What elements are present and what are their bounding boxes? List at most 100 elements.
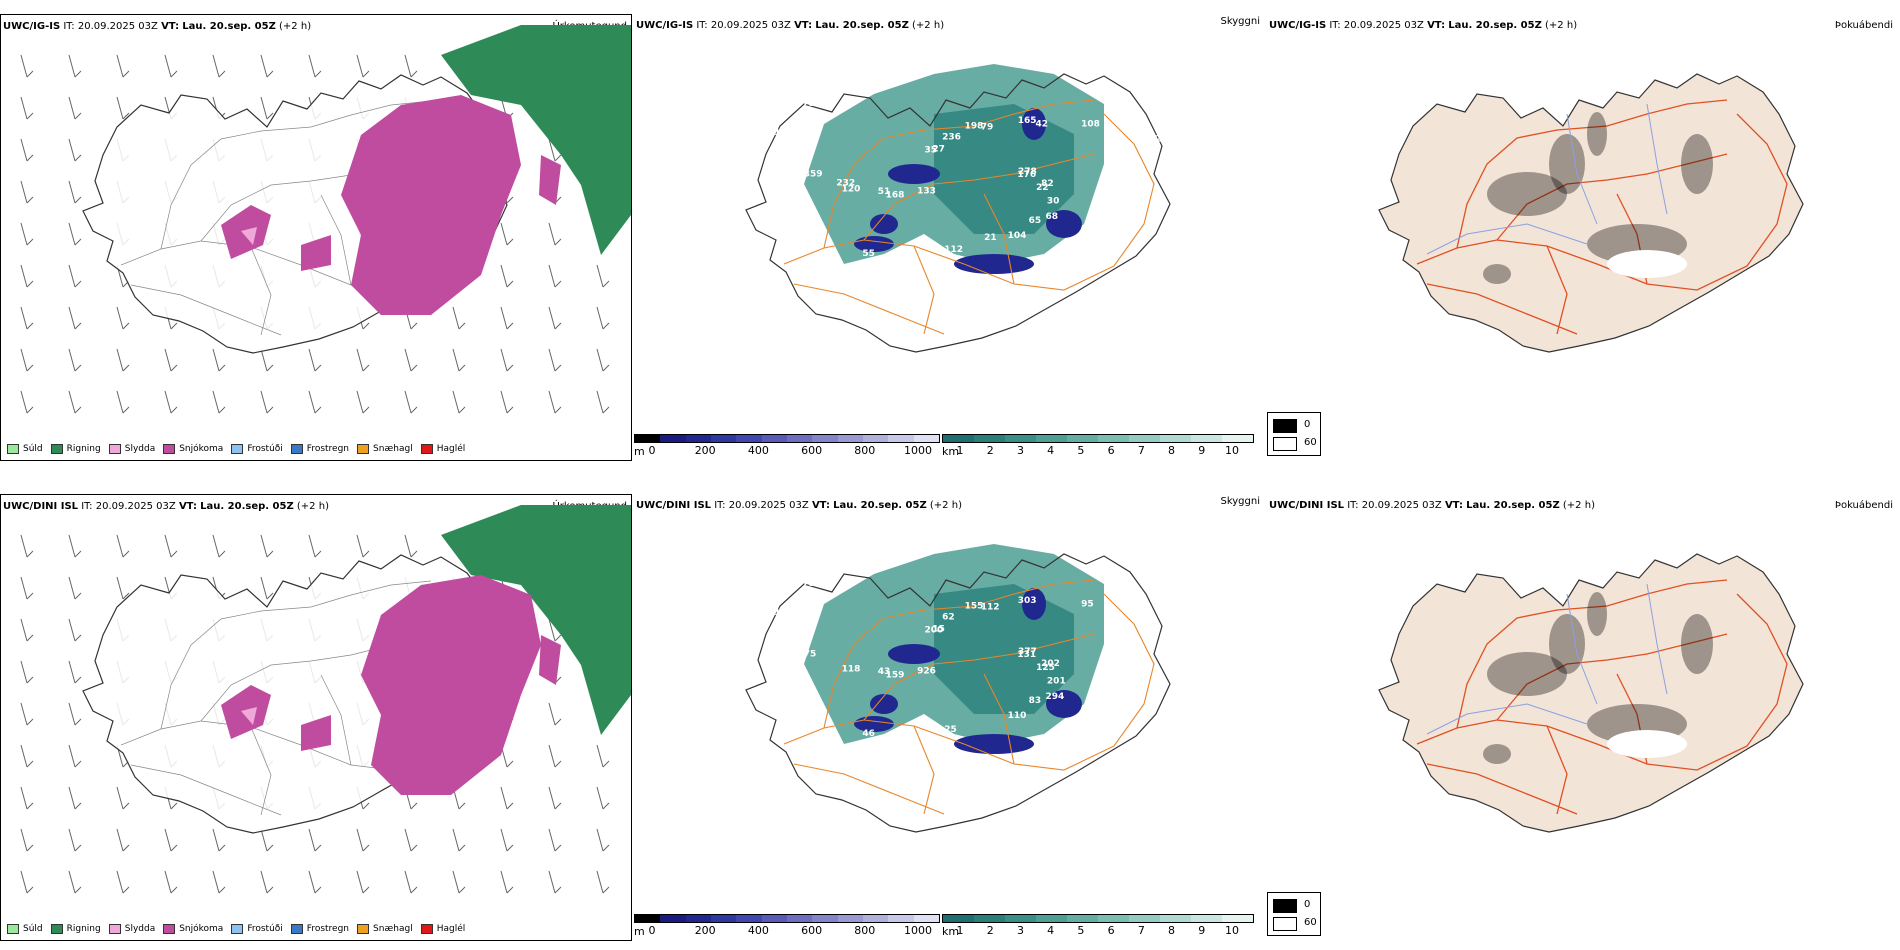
cloudbase-area (1022, 108, 1046, 140)
colorbar-tick: 0 (648, 924, 656, 937)
cloudbase-value-label: 198 (965, 122, 984, 132)
cloudbase-value-label: 359 (804, 169, 823, 179)
visibility-colorbar: km 1 2 3 4 5 6 7 8 9 10 (942, 914, 1254, 938)
wind-barb (20, 390, 34, 414)
road-line (1416, 593, 1788, 771)
wind-barb (404, 54, 418, 78)
cloudbase-value-label: 236 (942, 132, 961, 142)
cloudbase-value-label: 118 (842, 664, 861, 674)
cloudbase-value-label: 15 (932, 624, 945, 634)
wind-barb (452, 828, 466, 852)
panel-header: UWC/DINI ISL IT: 20.09.2025 03Z VT: Lau.… (636, 500, 962, 511)
cloudbase-value-label: 159 (886, 671, 905, 681)
wind-barb (596, 264, 610, 288)
wind-barb (260, 390, 274, 414)
legend-item: Frostregn (290, 924, 350, 934)
cloudbase-value-label: 176 (1017, 170, 1036, 180)
cloudbase-value-label: 62 (942, 612, 955, 622)
fog-legend-swatch (1273, 917, 1297, 931)
colorbar-tick: 10 (1225, 444, 1239, 457)
road-line (793, 283, 945, 335)
road-line (1496, 633, 1728, 721)
wind-barb (116, 534, 130, 558)
legend-label: Frostregn (306, 924, 350, 934)
legend-label: Snjókoma (179, 924, 224, 934)
colorbar-tick: 1 (956, 444, 964, 457)
wind-barb (212, 534, 226, 558)
panel-title: Þokuábendi (1834, 20, 1893, 31)
colorbar-tick: 2 (986, 924, 994, 937)
legend-item: Súld (7, 444, 43, 454)
cloudbase-value-label: 83 (1029, 696, 1042, 706)
wind-barb (548, 870, 562, 894)
precip-legend: Súld Rigning Slydda Snjókoma Frostúði Frostre… (7, 444, 465, 454)
wind-barb (404, 390, 418, 414)
fog-area (1607, 730, 1687, 758)
legend-swatch (231, 924, 244, 934)
wind-barb (548, 138, 562, 162)
cloudbase-value-label: 131 (1017, 650, 1036, 660)
legend-label: Slydda (124, 924, 156, 934)
wind-barb (500, 870, 514, 894)
colorbar-unit: m (634, 445, 645, 458)
cloudbase-area (888, 644, 940, 664)
cloudbase-area (888, 164, 940, 184)
cloudbase-value-label: 22 (1036, 183, 1049, 193)
cloudbase-value-label: 30 (1047, 196, 1060, 206)
panel-title: Skyggni (1220, 496, 1260, 507)
panel-title: Skyggni (1220, 16, 1260, 27)
legend-swatch (290, 924, 303, 934)
legend-swatch (7, 444, 19, 454)
wind-barb (20, 222, 34, 246)
wind-barb (116, 54, 130, 78)
precip-map (20, 505, 631, 894)
snow-area (539, 635, 561, 685)
iceland-coastline (1378, 73, 1804, 353)
cloudbase-area (1046, 690, 1082, 718)
snow-area (539, 155, 561, 205)
road-line (823, 99, 1095, 249)
panel-header: UWC/IG-IS IT: 20.09.2025 03Z VT: Lau. 20… (1269, 20, 1578, 31)
colorbar-tick: 5 (1077, 924, 1085, 937)
river-line (1426, 223, 1588, 255)
colorbar-tick: 6 (1107, 924, 1115, 937)
colorbar-gradient (634, 434, 940, 443)
cloudbase-value-label: 54 (892, 733, 905, 743)
wind-barb (164, 390, 178, 414)
legend-swatch (163, 924, 176, 934)
cloudbase-colorbar: m 0 200 400 600 800 1000 (634, 434, 940, 458)
cloudbase-value-label: 75 (802, 579, 815, 589)
legend-item: Snjókoma (163, 924, 223, 934)
cloudbase-value-label: 35 (925, 146, 938, 156)
road-line (1416, 113, 1788, 291)
cloudbase-value-label: 20 (1130, 125, 1143, 135)
road-line (823, 579, 1095, 729)
fog-legend-label: 0 (1304, 419, 1311, 430)
legend-item: Súld (7, 924, 43, 934)
colorbar-tick: 5 (1077, 444, 1085, 457)
wind-barb (596, 744, 610, 768)
legend-swatch (290, 444, 303, 454)
colorbar-unit: km (942, 445, 960, 458)
road-line (863, 633, 1095, 721)
wind-barb (500, 306, 514, 330)
cloudbase-value-label: 377 (1018, 647, 1037, 657)
colorbar-tick: 800 (854, 444, 876, 457)
cloudbase-value-label: 111 (774, 608, 793, 618)
colorbar-gradient (942, 914, 1254, 923)
road-line (863, 153, 1095, 241)
legend-item: Snjókoma (163, 444, 223, 454)
river-line (1566, 113, 1598, 225)
cloudbase-value-label: 200 (925, 626, 944, 636)
legend-swatch (108, 444, 121, 454)
colorbar-gradient (942, 434, 1254, 443)
wind-barb (20, 96, 34, 120)
wind-barb (596, 390, 610, 414)
legend-swatch (7, 924, 19, 934)
wind-barb (68, 576, 82, 600)
cloudbase-value-label: 51 (878, 187, 891, 197)
cloudbase-value-label: 102 (1143, 134, 1162, 144)
cloudbase-area (1046, 210, 1082, 238)
wind-barb (356, 390, 370, 414)
wind-barb (68, 618, 82, 642)
